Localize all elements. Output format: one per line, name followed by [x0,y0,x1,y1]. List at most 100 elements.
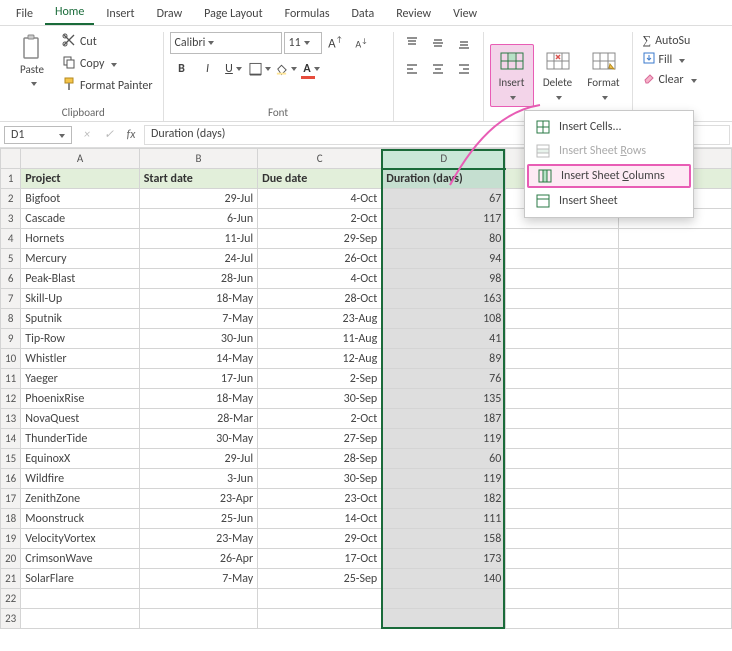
cell[interactable]: 28-Mar [139,409,257,429]
cell[interactable]: 30-Sep [258,469,382,489]
row-header[interactable]: 17 [1,489,21,509]
cell[interactable]: NovaQuest [21,409,139,429]
row-header[interactable]: 10 [1,349,21,369]
cell[interactable]: 4-Oct [258,189,382,209]
menu-tab-file[interactable]: File [6,4,43,25]
format-painter-button[interactable]: Format Painter [58,76,157,96]
cell[interactable] [619,509,732,529]
cell[interactable]: 6-Jun [139,209,257,229]
cell[interactable]: 117 [382,209,506,229]
enter-formula-button[interactable]: ✓ [98,127,120,142]
cell[interactable]: 111 [382,509,506,529]
cell[interactable]: 25-Sep [258,569,382,589]
cell[interactable]: 27-Sep [258,429,382,449]
menu-tab-data[interactable]: Data [342,4,385,25]
cell[interactable] [506,349,619,369]
cell[interactable]: ThunderTide [21,429,139,449]
cell[interactable] [506,509,619,529]
cut-button[interactable]: Cut [58,32,157,52]
cell[interactable]: Moonstruck [21,509,139,529]
cell[interactable]: 30-Jun [139,329,257,349]
cell[interactable]: Wildfire [21,469,139,489]
cell[interactable] [21,589,139,609]
cell[interactable]: 158 [382,529,506,549]
cell[interactable] [258,609,382,629]
paste-button[interactable]: Paste [10,32,54,92]
cell[interactable]: 24-Jul [139,249,257,269]
row-header[interactable]: 21 [1,569,21,589]
cell[interactable]: 135 [382,389,506,409]
cancel-formula-button[interactable]: × [76,128,98,142]
cell[interactable]: 23-May [139,529,257,549]
cell[interactable] [619,369,732,389]
cell[interactable]: 30-May [139,429,257,449]
header-cell[interactable]: Start date [139,169,257,189]
cell[interactable]: 2-Oct [258,409,382,429]
cell[interactable]: 60 [382,449,506,469]
cell[interactable] [619,289,732,309]
cell[interactable]: 163 [382,289,506,309]
cell[interactable]: 98 [382,269,506,289]
fx-button[interactable]: fx [120,128,142,142]
cell[interactable]: Whistler [21,349,139,369]
italic-button[interactable]: I [196,58,220,80]
row-header[interactable]: 11 [1,369,21,389]
cell[interactable]: 17-Jun [139,369,257,389]
underline-button[interactable]: U [222,58,246,80]
menu-tab-insert[interactable]: Insert [96,4,144,25]
cell[interactable]: Peak-Blast [21,269,139,289]
cell[interactable]: Skill-Up [21,289,139,309]
cell[interactable]: 18-May [139,389,257,409]
cell[interactable] [619,589,732,609]
menu-tab-home[interactable]: Home [45,2,94,25]
cell[interactable]: 140 [382,569,506,589]
cell[interactable]: 3-Jun [139,469,257,489]
align-center-button[interactable] [426,58,450,80]
cell[interactable]: 11-Jul [139,229,257,249]
menu-tab-formulas[interactable]: Formulas [275,4,340,25]
column-header-c[interactable]: C [258,149,382,169]
cell[interactable]: 119 [382,469,506,489]
cell[interactable]: 4-Oct [258,269,382,289]
delete-button[interactable]: Delete [536,45,580,105]
menu-tab-draw[interactable]: Draw [147,4,193,25]
cell[interactable] [506,389,619,409]
cell[interactable] [506,229,619,249]
row-header[interactable]: 20 [1,549,21,569]
row-header[interactable]: 13 [1,409,21,429]
cell[interactable] [506,309,619,329]
cell[interactable] [506,609,619,629]
cell[interactable]: Cascade [21,209,139,229]
cell[interactable]: Mercury [21,249,139,269]
align-right-button[interactable] [452,58,476,80]
row-header[interactable]: 23 [1,609,21,629]
autosum-button[interactable]: ∑ AutoSu [639,32,695,49]
cell[interactable]: 2-Oct [258,209,382,229]
cell[interactable]: 29-Oct [258,529,382,549]
row-header[interactable]: 22 [1,589,21,609]
align-bottom-button[interactable] [452,32,476,54]
cell[interactable]: CrimsonWave [21,549,139,569]
row-header[interactable]: 9 [1,329,21,349]
cell[interactable] [619,329,732,349]
cell[interactable] [619,449,732,469]
cell[interactable]: 67 [382,189,506,209]
cell[interactable]: 30-Sep [258,389,382,409]
cell[interactable] [619,389,732,409]
cell[interactable]: Yaeger [21,369,139,389]
header-cell[interactable]: Due date [258,169,382,189]
bold-button[interactable]: B [170,58,194,80]
column-header-d[interactable]: D [382,149,506,169]
cell[interactable]: 23-Aug [258,309,382,329]
cell[interactable]: 29-Jul [139,189,257,209]
cell[interactable] [506,569,619,589]
cell[interactable]: 23-Apr [139,489,257,509]
cell[interactable] [619,489,732,509]
cell[interactable]: Sputnik [21,309,139,329]
clear-button[interactable]: Clear [639,71,701,89]
cell[interactable] [619,409,732,429]
cell[interactable] [139,589,257,609]
cell[interactable]: 26-Apr [139,549,257,569]
cell[interactable]: 7-May [139,309,257,329]
cell[interactable]: EquinoxX [21,449,139,469]
